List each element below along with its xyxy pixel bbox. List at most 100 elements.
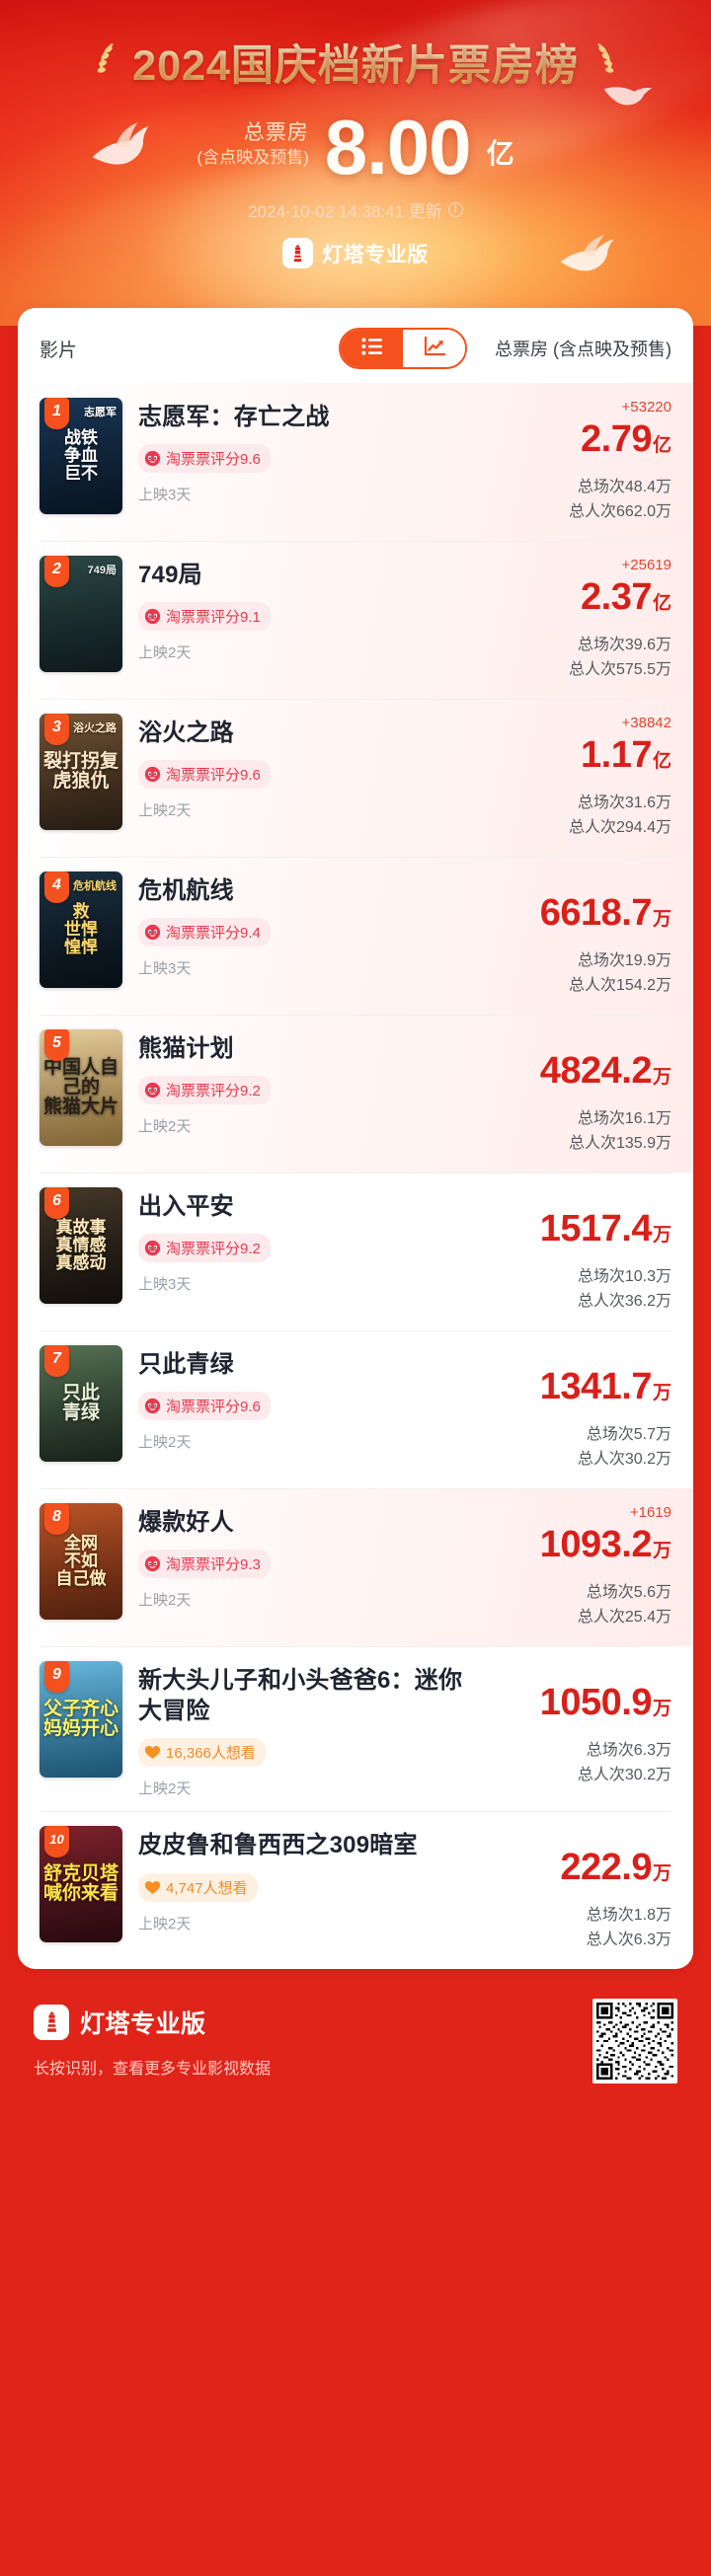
movie-poster[interactable]: 749局 2 bbox=[40, 556, 122, 672]
poster-top-title: 749局 bbox=[87, 565, 117, 576]
movie-poster[interactable]: 裂打拐复 虎狼仇 浴火之路 3 bbox=[40, 714, 122, 830]
toolbar-left-label: 影片 bbox=[40, 340, 78, 361]
qr-code-icon[interactable] bbox=[592, 1999, 677, 2084]
movie-metrics: +38842 1.17亿 总场次31.6万 总人次294.4万 bbox=[496, 712, 672, 840]
release-days: 上映2天 bbox=[138, 1118, 192, 1136]
movie-poster[interactable]: 舒克贝塔 喊你来看 10 bbox=[40, 1826, 122, 1943]
total-admissions: 总人次662.0万 bbox=[568, 502, 672, 520]
poster-text-line: 全网 bbox=[64, 1534, 98, 1553]
toolbar: 影片 bbox=[18, 308, 693, 383]
taopiaopiao-icon bbox=[144, 450, 161, 467]
poster-text-line: 真感动 bbox=[55, 1252, 107, 1272]
poster-text: 舒克贝塔 喊你来看 bbox=[40, 1826, 122, 1942]
header-brand-name: 灯塔专业版 bbox=[322, 243, 429, 266]
gross-value: 1341.7 bbox=[539, 1366, 653, 1407]
movie-title[interactable]: 只此青绿 bbox=[138, 1351, 234, 1378]
table-row[interactable]: 只此 青绿 7 只此青绿 淘票票评分9.6 上映2天 1341.7万 总场次5.7万 总人次30… bbox=[18, 1330, 693, 1488]
tab-chart-view[interactable] bbox=[403, 330, 465, 367]
rating-badge: 淘票票评分9.6 bbox=[138, 444, 271, 474]
rank-badge: 5 bbox=[44, 1029, 69, 1061]
movie-info: 新大头儿子和小头爸爸6：迷你大冒险 16,366人想看 上映2天 bbox=[122, 1659, 496, 1798]
movie-metrics: +53220 2.79亿 总场次48.4万 总人次662.0万 bbox=[496, 396, 672, 524]
table-row[interactable]: 真故事 真情感 真感动 6 出入平安 淘票票评分9.2 上映3天 1517.4万 总场次10.3… bbox=[18, 1173, 693, 1330]
poster-text: 只此 青绿 bbox=[40, 1345, 122, 1462]
movie-poster[interactable]: 救世悍 惶悍 危机航线 4 bbox=[40, 871, 122, 988]
view-toggle[interactable] bbox=[339, 328, 467, 369]
metric-sublines: 总场次5.6万 总人次25.4万 bbox=[496, 1581, 672, 1630]
table-row[interactable]: 裂打拐复 虎狼仇 浴火之路 3 浴火之路 淘票票评分9.6 上映2天 +38842 1.17亿总… bbox=[18, 699, 693, 857]
movie-title[interactable]: 爆款好人 bbox=[138, 1509, 234, 1536]
movie-poster[interactable]: 战铁 争血 巨不 志愿军 1 bbox=[40, 398, 122, 514]
table-row[interactable]: 父子齐心 妈妈开心 9 新大头儿子和小头爸爸6：迷你大冒险 16,366人想看 上映2天 1… bbox=[18, 1646, 693, 1811]
movie-poster[interactable]: 全网 不如 自己做 8 bbox=[40, 1503, 122, 1620]
realtime-delta: +53220 bbox=[621, 399, 672, 416]
rank-badge: 2 bbox=[44, 556, 69, 587]
gross-value: 4824.2 bbox=[539, 1050, 653, 1092]
rank-badge: 3 bbox=[44, 714, 69, 745]
update-timestamp-row: 2024-10-02 14:38:41 更新 i bbox=[0, 197, 711, 222]
taopiaopiao-icon bbox=[144, 608, 161, 625]
gross-box-office: 2.79亿 bbox=[496, 419, 672, 460]
tab-list-view[interactable] bbox=[341, 330, 403, 367]
movie-title[interactable]: 出入平安 bbox=[138, 1193, 234, 1220]
poster-text-line: 真情感 bbox=[55, 1236, 107, 1255]
movie-info: 浴火之路 淘票票评分9.6 上映2天 bbox=[122, 712, 496, 820]
table-row[interactable]: 救世悍 惶悍 危机航线 4 危机航线 淘票票评分9.4 上映3天 6618.7万 总场次19.9… bbox=[18, 857, 693, 1015]
badge-label: 16,366人想看 bbox=[166, 1745, 256, 1763]
page-footer: 灯塔专业版 长按识别，查看更多专业影视数据 bbox=[0, 1969, 711, 2117]
realtime-delta: +1619 bbox=[629, 1504, 672, 1521]
movie-title[interactable]: 熊猫计划 bbox=[138, 1035, 234, 1062]
info-icon[interactable]: i bbox=[447, 202, 463, 218]
poster-text-line: 不如 bbox=[64, 1552, 98, 1571]
total-sessions: 总场次39.6万 bbox=[577, 636, 672, 653]
realtime-delta bbox=[496, 1189, 672, 1208]
table-row[interactable]: 舒克贝塔 喊你来看 10 皮皮鲁和鲁西西之309暗室 4,747人想看 上映2天 222.9… bbox=[18, 1811, 693, 1969]
release-days: 上映2天 bbox=[138, 1915, 192, 1932]
ranking-card: 影片 bbox=[18, 308, 693, 1970]
movie-title[interactable]: 皮皮鲁和鲁西西之309暗室 bbox=[138, 1832, 418, 1859]
total-sessions: 总场次1.8万 bbox=[586, 1907, 672, 1925]
metric-sublines: 总场次19.9万 总人次154.2万 bbox=[496, 949, 672, 999]
movie-title[interactable]: 浴火之路 bbox=[138, 720, 234, 746]
total-admissions: 总人次36.2万 bbox=[577, 1292, 672, 1310]
metric-sublines: 总场次10.3万 总人次36.2万 bbox=[496, 1265, 672, 1315]
poster-text-line: 只此 bbox=[61, 1383, 100, 1404]
lighthouse-icon bbox=[282, 238, 314, 269]
heart-icon bbox=[144, 1744, 161, 1761]
total-admissions: 总人次294.4万 bbox=[568, 818, 672, 836]
movie-poster[interactable]: 中国人自己的 熊猫大片 5 bbox=[40, 1029, 122, 1146]
poster-text: 全网 不如 自己做 bbox=[40, 1503, 122, 1620]
rating-badge: 淘票票评分9.6 bbox=[138, 1392, 271, 1421]
total-admissions: 总人次135.9万 bbox=[568, 1134, 672, 1152]
movie-title[interactable]: 危机航线 bbox=[138, 877, 234, 904]
poster-text-line: 战铁 bbox=[64, 428, 98, 448]
movie-title[interactable]: 新大头儿子和小头爸爸6：迷你大冒险 bbox=[138, 1667, 463, 1725]
want-to-see-badge: 16,366人想看 bbox=[138, 1738, 266, 1768]
total-box-office-row: 总票房 (含点映及预售) 8.00 亿 bbox=[0, 109, 711, 186]
toolbar-right-label: 总票房 (含点映及预售) bbox=[495, 340, 672, 359]
poster-top-title: 浴火之路 bbox=[73, 722, 117, 734]
realtime-delta bbox=[496, 1828, 672, 1847]
movie-title[interactable]: 749局 bbox=[138, 562, 202, 588]
badge-label: 淘票票评分9.2 bbox=[166, 1083, 261, 1100]
realtime-delta: +38842 bbox=[621, 715, 672, 731]
poster-text-line: 青绿 bbox=[61, 1402, 100, 1423]
movie-title[interactable]: 志愿军：存亡之战 bbox=[138, 404, 330, 430]
table-row[interactable]: 战铁 争血 巨不 志愿军 1 志愿军：存亡之战 淘票票评分9.6 上映3天 +53220 2.79… bbox=[18, 383, 693, 541]
poster-top-title: 危机航线 bbox=[73, 880, 117, 892]
movie-poster[interactable]: 父子齐心 妈妈开心 9 bbox=[40, 1661, 122, 1778]
movie-metrics: 1341.7万 总场次5.7万 总人次30.2万 bbox=[496, 1343, 672, 1472]
total-admissions: 总人次30.2万 bbox=[577, 1766, 672, 1783]
wheat-icon bbox=[592, 40, 618, 85]
table-row[interactable]: 749局 2 749局 淘票票评分9.1 上映2天 +25619 2.37亿 总场次39.6万… bbox=[18, 541, 693, 699]
want-to-see-badge: 4,747人想看 bbox=[138, 1872, 258, 1902]
table-row[interactable]: 中国人自己的 熊猫大片 5 熊猫计划 淘票票评分9.2 上映2天 4824.2万 总场次16.… bbox=[18, 1015, 693, 1173]
heart-icon bbox=[144, 1879, 161, 1896]
movie-info: 爆款好人 淘票票评分9.3 上映2天 bbox=[122, 1501, 496, 1610]
badge-label: 4,747人想看 bbox=[166, 1879, 248, 1897]
gross-box-office: 1517.4万 bbox=[496, 1209, 672, 1250]
movie-poster[interactable]: 真故事 真情感 真感动 6 bbox=[40, 1187, 122, 1304]
table-row[interactable]: 全网 不如 自己做 8 爆款好人 淘票票评分9.3 上映2天 +1619 1093.2万 总场次5… bbox=[18, 1488, 693, 1646]
rank-badge: 10 bbox=[44, 1826, 69, 1858]
movie-poster[interactable]: 只此 青绿 7 bbox=[40, 1345, 122, 1462]
